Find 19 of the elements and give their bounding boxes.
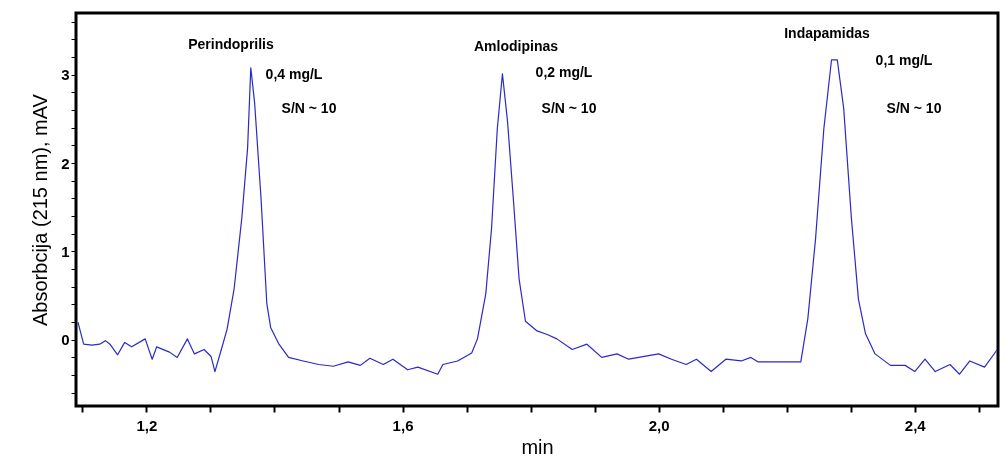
annotation: S/N ~ 10 <box>281 100 337 116</box>
y-tick-label: 3 <box>61 66 70 84</box>
x-axis-title: min <box>521 435 554 458</box>
x-tick-label: 1,6 <box>392 416 414 434</box>
x-tick-label: 1,2 <box>136 416 158 434</box>
annotation: Perindoprilis <box>188 36 274 52</box>
annotation: Indapamidas <box>784 25 870 41</box>
x-tick-label: 2,0 <box>648 416 670 434</box>
y-tick-label: 1 <box>61 242 70 260</box>
annotation: 0,2 mg/L <box>535 64 593 80</box>
annotation: S/N ~ 10 <box>886 100 942 116</box>
annotation: Amlodipinas <box>473 38 559 54</box>
annotation: S/N ~ 10 <box>541 100 597 116</box>
x-tick-label: 2,4 <box>904 416 927 434</box>
y-tick-label: 2 <box>61 154 70 172</box>
annotation: 0,4 mg/L <box>265 66 323 82</box>
y-axis-title: Absorbcija (215 nm), mAV <box>29 93 52 326</box>
y-tick-label: 0 <box>61 331 70 349</box>
annotation: 0,1 mg/L <box>875 52 933 68</box>
